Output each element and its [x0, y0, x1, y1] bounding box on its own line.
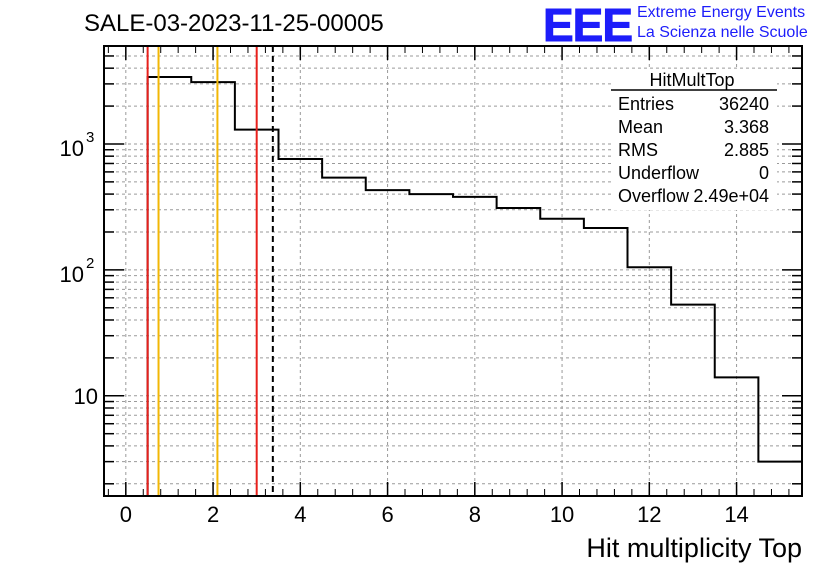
histogram-bin	[409, 194, 453, 496]
histogram-bin	[584, 228, 628, 496]
histogram-bin	[322, 178, 366, 496]
stats-row-label: Underflow	[618, 163, 700, 183]
stats-row-label: RMS	[618, 140, 658, 160]
logo-subtitle-1: Extreme Energy Events	[637, 4, 806, 21]
plot-title: SALE-03-2023-11-25-00005	[84, 10, 384, 37]
eee-logo: EEE	[542, 0, 633, 51]
stats-row-label: Mean	[618, 117, 663, 137]
y-tick-exponent: 3	[86, 129, 94, 146]
logo-subtitle-2: La Scienza nelle Scuole	[637, 24, 808, 41]
y-tick-label: 10	[60, 136, 84, 161]
x-tick-label: 4	[294, 502, 306, 527]
histogram-bin	[758, 462, 802, 496]
stats-row-value: 2.885	[724, 140, 769, 160]
x-tick-label: 6	[381, 502, 393, 527]
stats-row-value: 2.49e+04	[693, 186, 769, 206]
histogram-bin	[497, 208, 541, 496]
stats-row-value: 3.368	[724, 117, 769, 137]
histogram-bin	[671, 305, 715, 496]
stats-box: HitMultTop Entries 36240 Mean 3.368 RMS 2.885…	[611, 70, 777, 210]
y-tick-exponent: 2	[86, 255, 94, 272]
stats-row-label: Overflow	[618, 186, 690, 206]
histogram-bin	[148, 77, 192, 496]
plot-frame	[103, 45, 803, 497]
stats-row-value: 36240	[719, 94, 769, 114]
histogram-series	[146, 76, 802, 496]
stats-row-value: 0	[759, 163, 769, 183]
marker-lines	[146, 46, 274, 496]
y-tick-label: 10	[60, 262, 84, 287]
y-tick-label: 10	[74, 384, 98, 409]
x-tick-label: 8	[469, 502, 481, 527]
x-tick-label: 10	[550, 502, 574, 527]
x-tick-label: 12	[637, 502, 661, 527]
x-tick-label: 0	[120, 502, 132, 527]
stats-row-label: Entries	[618, 94, 674, 114]
x-axis-label: Hit multiplicity Top	[586, 533, 802, 563]
histogram-outline	[146, 76, 802, 496]
x-tick-label: 14	[724, 502, 748, 527]
stats-box-bg	[611, 70, 777, 210]
stats-box-title: HitMultTop	[649, 70, 734, 90]
grid-lines	[104, 45, 802, 496]
x-tick-label: 2	[207, 502, 219, 527]
